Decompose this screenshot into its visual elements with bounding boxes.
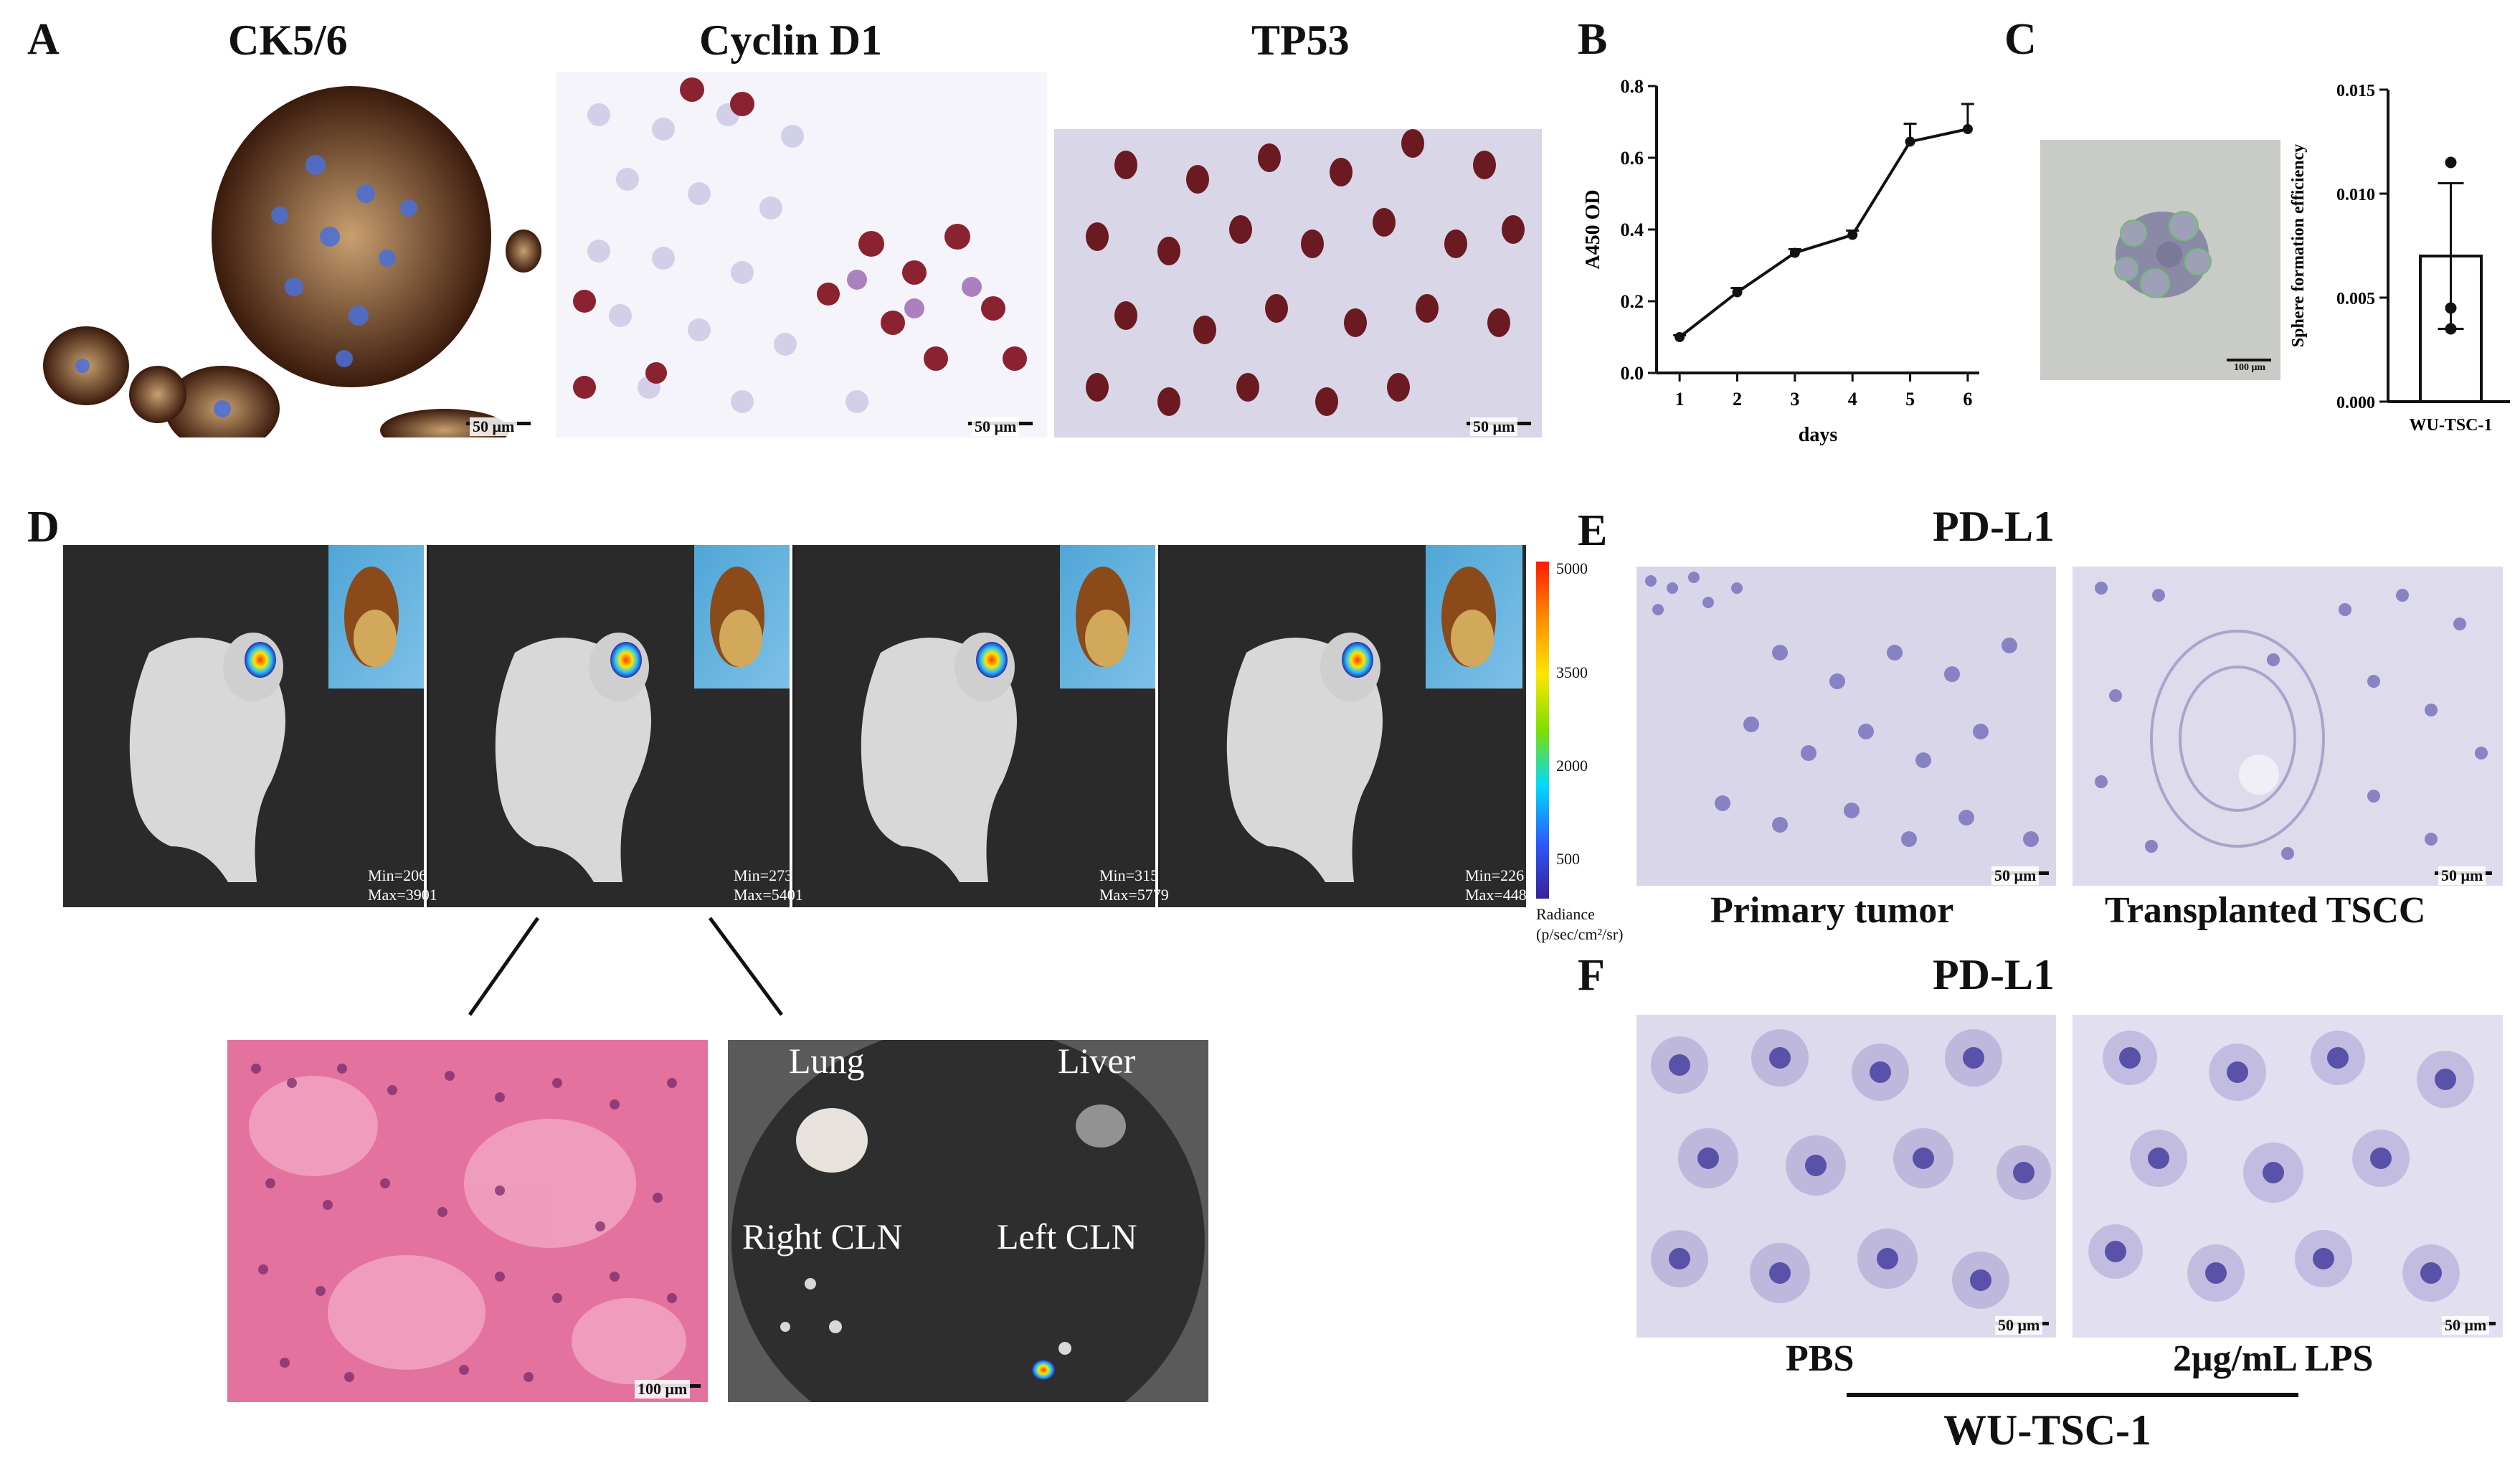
- scalebar-label: 50 μm: [1470, 417, 1518, 436]
- pdl1-pbs-image: 50 μm: [1636, 1015, 2056, 1338]
- y-tick-label: 0.010: [2336, 186, 2375, 204]
- y-tick-label: 0.000: [2336, 394, 2375, 412]
- scalebar-label: 50 μm: [972, 417, 1020, 436]
- mouse2-max: Max=5401: [734, 886, 803, 904]
- ck56-cells: [43, 86, 541, 437]
- panel-letter-b: B: [1578, 15, 1608, 64]
- panel-letter-c: C: [2004, 15, 2037, 64]
- lps-cells: [2088, 1031, 2474, 1302]
- colorbar-tick: 500: [1556, 850, 1580, 868]
- pdl1-transplanted-cells: [2095, 582, 2488, 860]
- caption-pbs: PBS: [1786, 1338, 1855, 1379]
- tp53-cells: [1054, 72, 1542, 416]
- data-point: [1732, 287, 1743, 298]
- panel-letter-d: D: [27, 503, 60, 552]
- ihc-image-tp53: 50 μm: [1054, 72, 1542, 437]
- ihc-image-cyclin-d1: 50 μm: [556, 72, 1047, 437]
- x-tick-label: 1: [1675, 389, 1685, 410]
- y-axis-label: A450 OD: [1582, 189, 1604, 269]
- y-tick-label: 0.005: [2336, 290, 2375, 308]
- x-tick-label: WU-TSC-1: [2409, 416, 2492, 435]
- caption-transplanted-tscc: Transplanted TSCC: [2105, 890, 2426, 931]
- ivis-image-strip: Min=206 Max=3901 Min=273 Max=5401 Min=31…: [63, 545, 1526, 907]
- colorbar-label: Radiance: [1536, 905, 1595, 923]
- x-axis-label: days: [1799, 424, 1838, 446]
- data-point: [2445, 156, 2457, 169]
- mouse1-max: Max=3901: [368, 886, 437, 904]
- organ-dish-image: Lung Liver Right CLN Left CLN: [728, 1040, 1208, 1402]
- colorbar-tick: 2000: [1556, 757, 1588, 775]
- scalebar-label: 50 μm: [2438, 866, 2486, 885]
- panel-f-title: PD-L1: [1933, 951, 2055, 998]
- y-tick-label: 0.2: [1621, 291, 1644, 312]
- caption-wu-tsc-1: WU-TSC-1: [1943, 1406, 2152, 1454]
- y-tick-label: 0.015: [2336, 82, 2375, 100]
- colorbar-tick: 3500: [1556, 663, 1588, 681]
- data-point: [1962, 124, 1973, 134]
- organ-label-lung: Lung: [789, 1041, 865, 1081]
- he-texture: [249, 1064, 686, 1384]
- x-tick-label: 2: [1733, 389, 1742, 410]
- data-point: [2445, 302, 2457, 314]
- cyclin-cells: [573, 77, 1027, 413]
- scalebar-line: [2227, 359, 2271, 361]
- mouse3-max: Max=5779: [1099, 886, 1169, 904]
- title-cyclin-d1: Cyclin D1: [699, 16, 882, 64]
- organ-label-liver: Liver: [1058, 1041, 1136, 1081]
- scalebar-label: 50 μm: [2442, 1316, 2490, 1335]
- radiance-colorbar: [1536, 562, 1549, 899]
- series-line: [1678, 128, 1969, 339]
- sphere-blob: [2114, 211, 2212, 298]
- colorbar-tick: 5000: [1556, 559, 1588, 577]
- mouse3-min: Min=315: [1099, 866, 1159, 884]
- sphere-image: 100 μm: [2040, 140, 2280, 380]
- ihc-image-ck56: 50 μm: [43, 72, 545, 437]
- scalebar-label: 50 μm: [470, 417, 518, 436]
- title-tp53: TP53: [1251, 16, 1350, 64]
- y-tick-label: 0.0: [1621, 363, 1644, 384]
- data-point: [1789, 247, 1800, 258]
- scalebar-label: 50 μm: [1995, 1316, 2043, 1335]
- mouse4-min: Min=226: [1465, 866, 1525, 884]
- scalebar-label: 100 μm: [2234, 362, 2266, 373]
- chart-c-sphere-formation: 0.000 0.005 0.010 0.015 Sphere formation eff…: [2289, 82, 2510, 435]
- title-ck56: CK5/6: [228, 16, 348, 64]
- he-stain-image: 100 μm: [227, 1040, 708, 1402]
- x-tick-label: 6: [1963, 389, 1972, 410]
- y-tick-label: 0.6: [1621, 148, 1644, 169]
- pdl1-primary-cells: [1645, 572, 2039, 847]
- pdl1-primary-tumor-image: 50 μm: [1636, 567, 2056, 886]
- mouse1-min: Min=206: [368, 866, 427, 884]
- chart-b-growth-curve: 0.0 0.2 0.4 0.6 0.8 1 2 3 4 5 6 days A450 OD: [1582, 76, 1979, 446]
- x-tick-label: 4: [1848, 389, 1857, 410]
- x-tick-label: 5: [1905, 389, 1915, 410]
- panel-letter-e: E: [1578, 506, 1608, 555]
- pbs-cells: [1651, 1029, 2051, 1309]
- organ-label-right-cln: Right CLN: [742, 1216, 903, 1257]
- mouse2-min: Min=273: [734, 866, 793, 884]
- x-tick-label: 3: [1790, 389, 1799, 410]
- caption-primary-tumor: Primary tumor: [1710, 890, 1954, 931]
- caption-lps: 2μg/mL LPS: [2173, 1338, 2374, 1379]
- panel-e-title: PD-L1: [1933, 503, 2055, 550]
- organ-label-left-cln: Left CLN: [997, 1216, 1137, 1257]
- ivis-mice: [63, 545, 1526, 907]
- data-point: [1847, 230, 1858, 240]
- data-point: [1905, 136, 1915, 147]
- colorbar-unit: (p/sec/cm²/sr): [1536, 925, 1624, 943]
- y-tick-label: 0.8: [1621, 76, 1644, 97]
- panel-letter-a: A: [27, 15, 60, 64]
- mouse4-max: Max=4489: [1465, 886, 1526, 904]
- pdl1-lps-image: 50 μm: [2073, 1015, 2503, 1338]
- dish: [731, 1040, 1205, 1402]
- y-tick-label: 0.4: [1621, 219, 1644, 240]
- y-axis-label: Sphere formation efficiency: [2289, 144, 2308, 348]
- scalebar-label: 100 μm: [635, 1380, 691, 1399]
- data-point: [2445, 323, 2457, 335]
- scalebar-label: 50 μm: [1991, 866, 2040, 885]
- data-point: [1675, 332, 1685, 342]
- panel-letter-f: F: [1578, 951, 1605, 1000]
- pdl1-transplanted-image: 50 μm: [2073, 567, 2503, 886]
